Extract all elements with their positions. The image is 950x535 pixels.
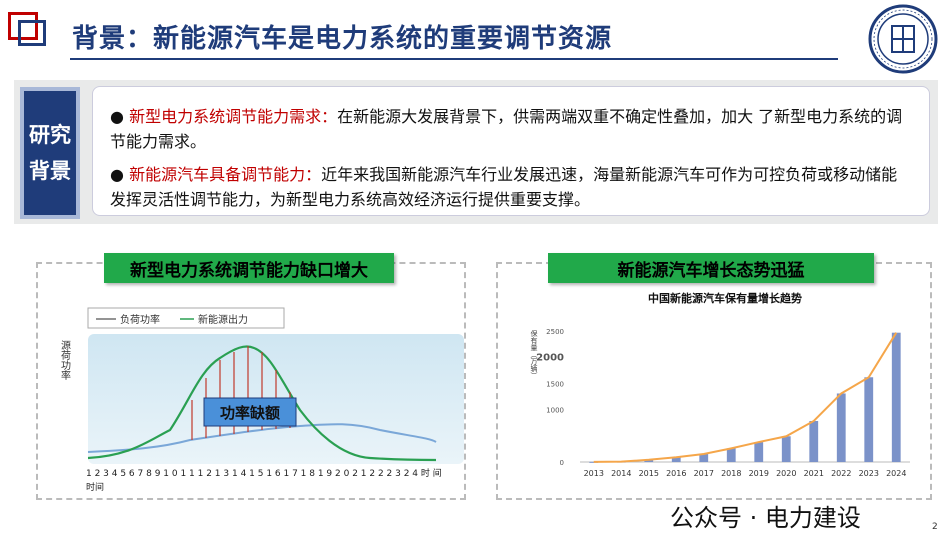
bullet-highlight: 新型电力系统调节能力需求： <box>129 107 338 126</box>
x-tick-label: 2014 <box>611 469 631 478</box>
content-box <box>92 86 930 216</box>
chart-title: 中国新能源汽车保有量增长趋势 <box>648 291 802 305</box>
y-tick-label: 1000 <box>546 407 564 415</box>
x-axis-label: 时间 <box>86 481 104 493</box>
right-chart-banner: 新能源汽车增长态势迅猛 <box>548 253 874 283</box>
bar-2013 <box>589 461 599 463</box>
page-number: 2 <box>932 522 938 532</box>
section-label-line1: 研究 <box>29 123 71 147</box>
legend-box <box>87 307 285 329</box>
bar-2021 <box>809 420 819 462</box>
bar-2023 <box>864 377 874 462</box>
x-tick-label: 2020 <box>776 469 796 478</box>
left-chart-banner: 新型电力系统调节能力缺口增大 <box>104 253 394 283</box>
gap-label-box <box>203 397 297 427</box>
y-tick-label: 2500 <box>546 328 564 336</box>
x-tick-label: 2013 <box>584 469 604 478</box>
legend-load-label: 负荷功率 <box>120 313 160 326</box>
renewable-curve <box>87 345 437 462</box>
university-seal-icon <box>868 4 938 74</box>
y-tick-label: 1500 <box>546 381 564 389</box>
x-tick-label: 2023 <box>859 469 879 478</box>
power-gap-chart: 负荷功率 新能源出力 源荷功率 功率缺额 1 2 3 4 5 6 7 8 9 1… <box>59 307 464 493</box>
bar-2018 <box>726 448 736 462</box>
logo-squares <box>8 12 54 52</box>
bar-2016 <box>671 457 681 462</box>
section-label-line2: 背景 <box>29 159 71 183</box>
bullet-dot-icon: ● <box>110 165 124 184</box>
bar-2019 <box>754 442 764 462</box>
bullet-highlight: 新能源汽车具备调节能力： <box>129 165 322 184</box>
bullet-regulation-demand: ● 新型电力系统调节能力需求：在新能源大发展背景下，供需两端双重不确定性叠加，加… <box>110 104 910 154</box>
bar-2022 <box>836 393 846 462</box>
x-tick-label: 2018 <box>721 469 741 478</box>
gap-label: 功率缺额 <box>220 404 280 422</box>
x-tick-label: 2015 <box>639 469 659 478</box>
x-tick-label: 2016 <box>666 469 686 478</box>
bullet-text: 近年来我国新能源汽车行业发展迅速，海量新能源汽车可作为可控负荷或移动储能发挥灵活… <box>110 165 898 209</box>
bar-2015 <box>644 459 654 462</box>
x-tick-label: 2024 <box>886 469 906 478</box>
bar-2017 <box>699 453 709 462</box>
y-axis-label: 源荷功率 <box>59 339 71 381</box>
logo-square-blue <box>18 20 46 46</box>
y-tick-label: 2000 <box>536 352 564 363</box>
x-tick-labels: 1 2 3 4 5 6 7 8 9 1 0 1 1 1 2 1 3 1 4 1 … <box>86 467 442 479</box>
x-tick-label: 2021 <box>804 469 824 478</box>
logo-square-red <box>8 12 38 40</box>
x-tick-label: 2019 <box>749 469 769 478</box>
watermark: 公众号 · 电力建设 <box>670 504 861 532</box>
bullet-ev-capability: ● 新能源汽车具备调节能力：近年来我国新能源汽车行业发展迅速，海量新能源汽车可作… <box>110 162 910 212</box>
page-title: 背景：新能源汽车是电力系统的重要调节资源 <box>72 24 613 54</box>
legend-renew-label: 新能源出力 <box>198 313 248 326</box>
load-curve <box>87 423 437 453</box>
ev-growth-chart: 中国新能源汽车保有量增长趋势 保有量（万辆） 0 1000 1500 2000 2500… <box>530 291 910 478</box>
chart-y-label: 保有量（万辆） <box>530 329 538 379</box>
y-tick-label: 0 <box>560 459 564 467</box>
bar-2020 <box>781 436 791 462</box>
bar-2024 <box>891 332 901 462</box>
trend-line <box>593 332 898 463</box>
x-tick-label: 2022 <box>831 469 851 478</box>
bullet-dot-icon: ● <box>110 107 124 126</box>
bullet-text: 在新能源大发展背景下，供需两端双重不确定性叠加，加大 了新型电力系统的调节能力需… <box>110 107 903 151</box>
section-label: 研究 背景 <box>20 87 80 219</box>
x-tick-label: 2017 <box>694 469 714 478</box>
title-divider <box>70 58 838 60</box>
